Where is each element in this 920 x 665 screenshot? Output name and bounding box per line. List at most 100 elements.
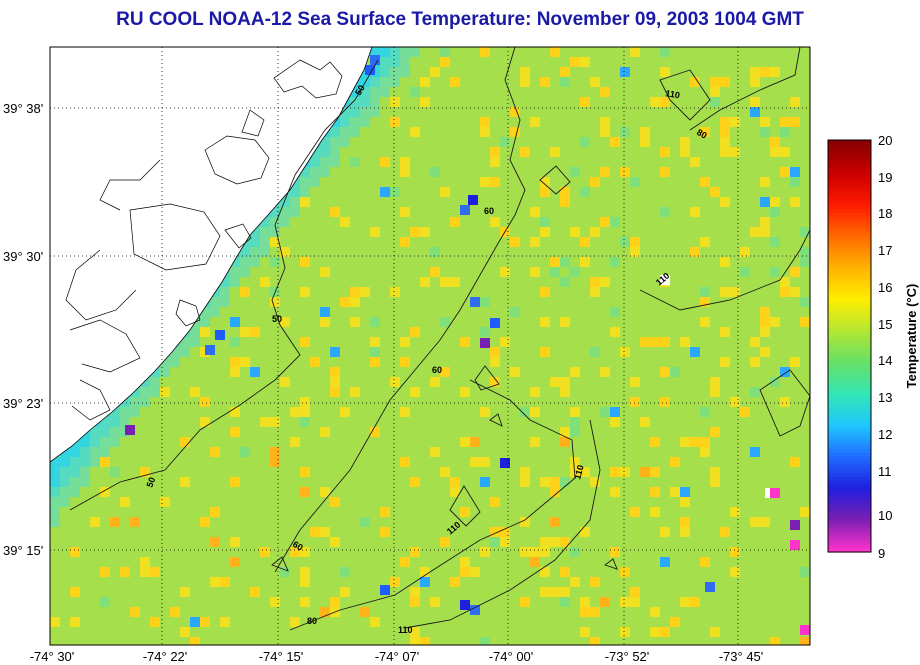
colorbar-swatch <box>828 510 871 515</box>
sst-pixel <box>440 537 450 547</box>
colorbar-tick-label: 20 <box>878 133 892 148</box>
sst-pixel <box>100 447 110 457</box>
sst-pixel <box>320 157 330 167</box>
sst-pixel <box>800 507 810 517</box>
sst-pixel <box>350 287 360 297</box>
sst-pixel <box>250 587 260 597</box>
sst-pixel <box>190 637 200 645</box>
sst-pixel <box>680 337 690 347</box>
sst-pixel <box>490 357 500 367</box>
sst-pixel <box>300 397 310 407</box>
lon-tick-label: -73° 45' <box>719 649 764 664</box>
sst-pixel <box>720 77 730 87</box>
colorbar-swatch <box>828 315 871 320</box>
sst-pixel <box>710 97 720 107</box>
isobath-small-1 <box>539 165 571 195</box>
sst-pixel <box>470 437 480 447</box>
sst-pixel <box>300 407 310 417</box>
colorbar-swatch <box>828 191 871 196</box>
isobath-110 <box>404 419 601 629</box>
sst-pixel <box>390 57 400 67</box>
sst-pixel <box>680 517 690 527</box>
sst-pixel <box>360 607 370 617</box>
sst-pixel <box>580 467 590 477</box>
sst-pixel <box>320 267 330 277</box>
sst-pixel <box>200 517 210 527</box>
sst-pixel <box>800 317 810 327</box>
sst-pixel <box>600 167 610 177</box>
sst-pixel <box>350 117 360 127</box>
sst-pixel <box>660 397 670 407</box>
sst-pixel <box>610 137 620 147</box>
sst-pixel <box>650 507 660 517</box>
colorbar-swatch <box>828 194 871 199</box>
sst-pixel <box>630 597 640 607</box>
sst-pixel <box>570 267 580 277</box>
colorbar-swatch <box>828 459 871 464</box>
sst-pixel <box>790 267 800 277</box>
sst-pixel <box>770 147 780 157</box>
sst-pixel <box>100 457 110 467</box>
sst-pixel <box>230 267 240 277</box>
sst-pixel <box>320 167 330 177</box>
sst-pixel <box>410 127 420 137</box>
sst-pixel <box>710 187 720 197</box>
sst-pixel <box>800 247 810 257</box>
sst-pixel <box>410 387 420 397</box>
sst-pixel <box>780 127 790 137</box>
sst-pixel <box>550 517 560 527</box>
sst-pixel <box>530 207 540 217</box>
sst-pixel <box>760 217 770 227</box>
sst-pixel <box>680 597 690 607</box>
sst-pixel <box>720 357 730 367</box>
sst-pixel <box>60 457 70 467</box>
sst-pixel <box>300 567 310 577</box>
colorbar-swatch <box>828 301 871 306</box>
colorbar-swatch <box>828 164 871 169</box>
sst-pixel <box>480 547 490 557</box>
sst-pixel <box>410 47 420 57</box>
sst-pixel <box>470 297 480 307</box>
sst-pixel <box>710 627 720 637</box>
colorbar-swatch <box>828 517 871 522</box>
colorbar-swatch <box>828 232 871 237</box>
sst-pixel <box>710 387 720 397</box>
sst-pixel <box>300 547 310 557</box>
sst-pixel <box>50 477 60 487</box>
sst-pixel <box>450 577 460 587</box>
sst-pixel <box>610 487 620 497</box>
sst-pixel <box>160 387 170 397</box>
sst-pixel <box>590 637 600 645</box>
sst-pixel <box>90 427 100 437</box>
sst-pixel <box>420 637 430 645</box>
sst-pixel <box>800 637 810 645</box>
sst-pixel <box>800 567 810 577</box>
colorbar-swatch <box>828 507 871 512</box>
sst-pixel <box>440 467 450 477</box>
sst-pixel <box>480 127 490 137</box>
sst-pixel <box>390 117 400 127</box>
sst-pixel <box>420 577 430 587</box>
sst-pixel <box>700 317 710 327</box>
sst-pixel <box>200 317 210 327</box>
sst-pixel <box>550 267 560 277</box>
sst-pixel <box>580 257 590 267</box>
sst-pixel <box>680 497 690 507</box>
sst-pixel <box>730 547 740 557</box>
sst-pixel <box>270 457 280 467</box>
colorbar-tick-label: 9 <box>878 546 885 561</box>
sst-pixel <box>320 607 330 617</box>
sst-pixel <box>690 157 700 167</box>
sst-pixel <box>240 287 250 297</box>
colorbar-swatch <box>828 349 871 354</box>
sst-pixel <box>360 87 370 97</box>
sst-pixel <box>530 557 540 567</box>
colorbar-swatch <box>828 153 871 158</box>
sst-pixel <box>100 597 110 607</box>
colorbar-tick-label: 15 <box>878 317 892 332</box>
sst-pixel <box>630 507 640 517</box>
sst-pixel <box>340 217 350 227</box>
sst-pixel <box>420 227 430 237</box>
sst-pixel <box>530 547 540 557</box>
sst-pixel <box>220 287 230 297</box>
